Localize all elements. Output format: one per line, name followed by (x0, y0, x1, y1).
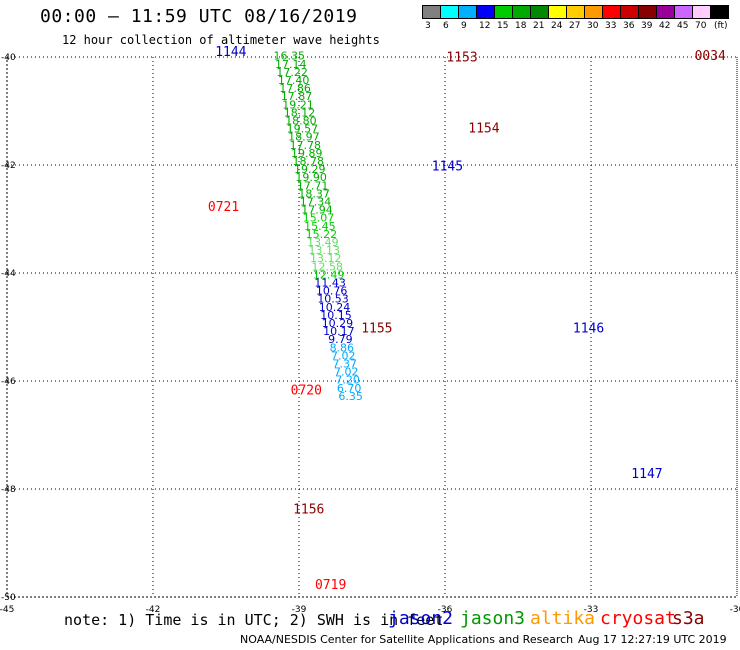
swh-value: 17.78 (290, 139, 322, 152)
y-tick-label: -42 (1, 161, 16, 171)
x-tick-label: -45 (0, 605, 14, 615)
pass-label: 0034 (695, 49, 726, 64)
footer-note: note: 1) Time is in UTC; 2) SWH is in fe… (64, 611, 444, 629)
pass-label: 0719 (315, 578, 346, 593)
satellite-name: altika (530, 608, 596, 629)
swh-value: 17.87 (281, 90, 313, 103)
color-scale-label: 36 (623, 21, 635, 31)
swh-value: 11.43 (314, 277, 346, 290)
pass-label: 1154 (468, 122, 499, 137)
satellite-name: s3a (672, 608, 705, 629)
swh-value: 10.53 (317, 293, 349, 306)
pass-label: 0721 (208, 200, 239, 215)
credit-text: NOAA/NESDIS Center for Satellite Applica… (240, 633, 574, 646)
satellite-name: jason3 (460, 608, 526, 629)
swh-value: 17.34 (300, 196, 332, 209)
chart-subtitle: 12 hour collection of altimeter wave hei… (62, 33, 380, 47)
color-scale-label: 12 (479, 21, 491, 31)
swh-value: 10.15 (320, 309, 352, 322)
y-tick-label: -40 (1, 53, 16, 63)
swh-value: 19.89 (291, 147, 323, 160)
color-scale-label: 3 (425, 21, 431, 31)
x-tick-label: -39 (292, 605, 307, 615)
color-scale-label: 21 (533, 21, 545, 31)
swh-value: 18.12 (284, 106, 316, 119)
color-swatch (710, 5, 729, 19)
color-scale-label: 6 (443, 21, 449, 31)
pass-label: 0720 (291, 384, 322, 399)
swh-value: 7.37 (332, 358, 357, 371)
color-scale-label: 15 (497, 21, 509, 31)
swh-value: 19.21 (282, 98, 314, 111)
swh-value: 7.20 (335, 374, 360, 387)
swh-value: 7.02 (331, 349, 356, 362)
swh-value: 17.40 (278, 74, 310, 87)
swh-value: 13.13 (309, 244, 341, 257)
y-tick-label: -50 (1, 593, 16, 603)
chart-title: 00:00 – 11:59 UTC 08/16/2019 (40, 6, 358, 27)
pass-label: 1144 (215, 45, 246, 60)
swh-value: 6.70 (337, 382, 362, 395)
swh-value: 17.22 (276, 66, 308, 79)
swh-value: 18.37 (298, 187, 330, 200)
swh-value: 15.45 (304, 220, 336, 233)
swh-value: 17.71 (297, 179, 329, 192)
y-tick-label: -44 (1, 269, 16, 279)
plot-frame (6, 56, 738, 598)
swh-value: 10.24 (319, 301, 351, 314)
swh-value: 10.17 (323, 325, 355, 338)
swh-value: 17.94 (301, 204, 333, 217)
color-scale-label: 27 (569, 21, 581, 31)
swh-value: 13.49 (307, 236, 339, 249)
color-scale-label: 70 (695, 21, 707, 31)
y-tick-label: -48 (1, 485, 16, 495)
swh-value: 17.14 (275, 58, 307, 71)
x-tick-label: -36 (438, 605, 453, 615)
pass-label: 1155 (361, 321, 392, 336)
swh-value: 15.22 (306, 228, 338, 241)
pass-label: 1156 (293, 502, 324, 517)
swh-value: 10.29 (322, 317, 354, 330)
swh-value: 7.02 (334, 366, 359, 379)
color-scale-label: 30 (587, 21, 599, 31)
swh-value: 13.12 (310, 252, 342, 265)
swh-value: 9.79 (328, 333, 353, 346)
swh-value: 12.49 (313, 268, 345, 281)
swh-value: 12.58 (311, 260, 343, 273)
satellite-name: cryosat (600, 608, 676, 629)
pass-label: 1147 (631, 467, 662, 482)
swh-value: 15.07 (303, 212, 335, 225)
swh-value: 18.78 (292, 155, 324, 168)
pass-label: 1145 (432, 159, 463, 174)
swh-value: 19.90 (295, 171, 327, 184)
x-tick-label: -33 (584, 605, 599, 615)
swh-value: 18.97 (288, 131, 320, 144)
swh-value: 17.86 (279, 82, 311, 95)
color-scale-label: 18 (515, 21, 527, 31)
x-tick-label: -30 (730, 605, 740, 615)
swh-value: 10.76 (316, 285, 348, 298)
color-scale-label: 42 (659, 21, 671, 31)
color-scale-label: 39 (641, 21, 653, 31)
swh-value: 18.80 (285, 115, 317, 128)
y-tick-label: -46 (1, 377, 16, 387)
swh-value: 6.35 (338, 390, 363, 403)
swh-value: 8.86 (330, 341, 355, 354)
generated-timestamp: Aug 17 12:27:19 UTC 2019 (578, 633, 727, 646)
swh-value: 16.35 (274, 50, 306, 63)
pass-label: 1146 (573, 321, 604, 336)
swh-value: 19.57 (287, 123, 319, 136)
color-scale-label: 45 (677, 21, 689, 31)
pass-label: 1153 (446, 50, 477, 65)
swh-value: 19.29 (294, 163, 326, 176)
color-scale-unit: (ft) (714, 21, 728, 31)
satellite-name: jason2 (388, 608, 454, 629)
color-scale-label: 24 (551, 21, 563, 31)
x-tick-label: -42 (146, 605, 161, 615)
color-scale-label: 33 (605, 21, 617, 31)
color-scale-label: 9 (461, 21, 467, 31)
